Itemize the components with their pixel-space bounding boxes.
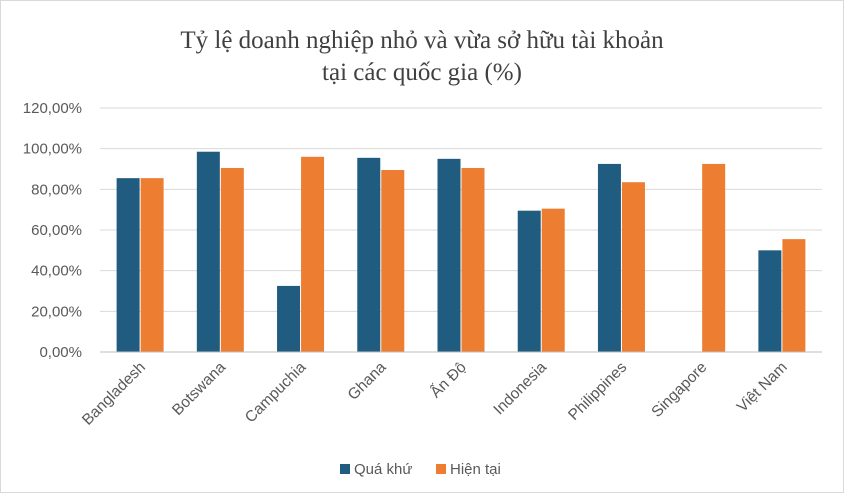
x-category-label: Campuchia (242, 359, 310, 427)
legend-swatch (436, 464, 446, 474)
y-tick-label: 80,00% (31, 181, 82, 198)
x-axis-category-labels: Bangladesh Botswana Campuchia Ghana Ấn Độ Ind… (79, 359, 791, 429)
chart-title-line-2: tại các quốc gia (%) (322, 59, 522, 86)
bar-past (357, 157, 381, 352)
bar-present (140, 178, 164, 352)
y-tick-label: 0,00% (39, 344, 82, 361)
x-category-label: Singapore (649, 359, 711, 421)
x-category-label: Bangladesh (79, 359, 149, 429)
bar-present (782, 239, 806, 352)
chart-title-line-1: Tỷ lệ doanh nghiệp nhỏ và vừa sở hữu tài… (180, 27, 664, 54)
x-category-label: Botswana (169, 359, 229, 419)
bar-present (301, 156, 325, 352)
chart-title: Tỷ lệ doanh nghiệp nhỏ và vừa sở hữu tài… (180, 27, 664, 86)
bars (116, 151, 806, 352)
x-category-label: Việt Nam (734, 359, 791, 416)
bar-past (758, 250, 782, 352)
bar-present (461, 167, 485, 352)
x-category-label: Indonesia (490, 359, 550, 419)
x-category-label: Philippines (565, 359, 630, 424)
x-category-label: Ghana (345, 359, 390, 404)
y-tick-label: 40,00% (31, 263, 82, 280)
y-axis-tick-labels: 0,00% 20,00% 40,00% 60,00% 80,00% 100,00% 120,… (23, 100, 82, 361)
bar-past (196, 151, 220, 352)
y-tick-label: 100,00% (23, 141, 82, 158)
bar-past (597, 163, 621, 352)
bar-past (437, 158, 461, 352)
bar-present (220, 167, 244, 352)
legend-label: Quá khứ (354, 461, 412, 478)
y-tick-label: 20,00% (31, 303, 82, 320)
gridlines (100, 107, 822, 312)
legend-swatch (340, 464, 350, 474)
bar-present (702, 163, 726, 352)
legend: Quá khứ Hiện tại (340, 461, 501, 478)
bar-past (277, 285, 301, 352)
y-tick-label: 60,00% (31, 222, 82, 239)
legend-label: Hiện tại (450, 461, 501, 478)
bar-present (381, 170, 405, 352)
bar-present (541, 208, 565, 352)
x-category-label: Ấn Độ (427, 359, 469, 401)
bar-present (621, 182, 645, 352)
y-tick-label: 120,00% (23, 100, 82, 117)
bar-past (116, 178, 140, 352)
bar-past (517, 210, 541, 352)
